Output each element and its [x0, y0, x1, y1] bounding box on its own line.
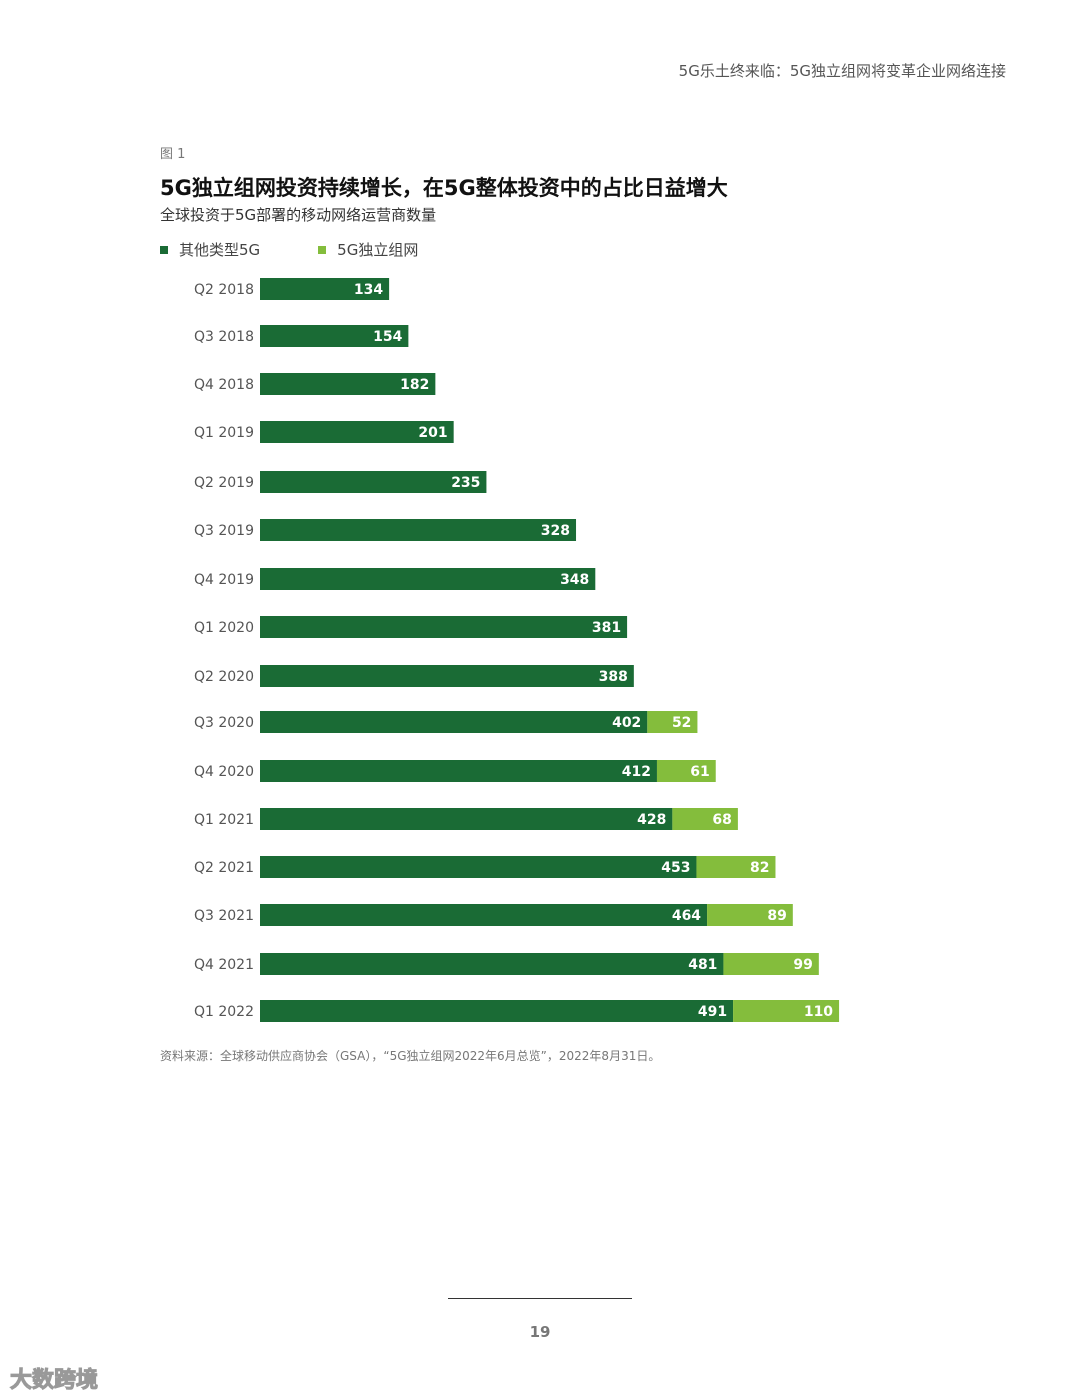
legend-label-other-5g: 其他类型5G: [179, 241, 261, 259]
y-tick-label: Q4 2018: [194, 377, 254, 393]
chart-subtitle: 全球投资于5G部署的移动网络运营商数量: [160, 206, 437, 224]
bar-sa: [696, 856, 776, 878]
bar-other-5g: [260, 519, 577, 541]
y-tick-label: Q3 2019: [194, 523, 254, 539]
bar-other-5g: [260, 760, 657, 782]
bar-chart: Q2 2018 134 Q3 2018 154 Q4 2018 182 Q1 2019 201…: [194, 278, 840, 1022]
y-tick-label: Q2 2021: [194, 860, 254, 876]
footer-divider: [448, 1298, 632, 1299]
bar-other-5g: [260, 808, 673, 830]
data-label-other-5g: 388: [599, 669, 628, 685]
data-label-sa: 61: [690, 764, 709, 780]
y-tick-label: Q1 2019: [194, 425, 254, 441]
y-tick-label: Q2 2018: [194, 282, 254, 298]
data-label-other-5g: 412: [622, 764, 651, 780]
legend-label-sa: 5G独立组网: [337, 241, 419, 259]
figure-label: 图 1: [160, 147, 186, 162]
data-label-other-5g: 328: [541, 523, 570, 539]
data-label-other-5g: 201: [418, 425, 447, 441]
data-label-sa: 99: [793, 957, 812, 973]
data-label-sa: 82: [750, 860, 769, 876]
bar-sa: [723, 953, 819, 975]
y-tick-label: Q4 2020: [194, 764, 254, 780]
data-label-other-5g: 464: [672, 908, 701, 924]
bar-other-5g: [260, 373, 436, 395]
bar-other-5g: [260, 1000, 734, 1022]
bar-other-5g: [260, 616, 628, 638]
bar-other-5g: [260, 471, 487, 493]
y-tick-label: Q1 2020: [194, 620, 254, 636]
bar-other-5g: [260, 711, 648, 733]
bar-sa: [672, 808, 738, 830]
data-label-other-5g: 491: [698, 1004, 727, 1020]
y-tick-label: Q4 2021: [194, 957, 254, 973]
bar-other-5g: [260, 568, 596, 590]
header-title: 5G乐土终来临：5G独立组网将变革企业网络连接: [678, 62, 1006, 80]
data-label-sa: 52: [672, 715, 691, 731]
data-label-sa: 110: [804, 1004, 833, 1020]
y-tick-label: Q2 2020: [194, 669, 254, 685]
legend-item-other-5g: 其他类型5G: [160, 239, 260, 260]
bar-sa: [707, 904, 793, 926]
y-tick-label: Q3 2018: [194, 329, 254, 345]
data-label-other-5g: 381: [592, 620, 621, 636]
bar-other-5g: [260, 953, 724, 975]
data-label-other-5g: 348: [560, 572, 589, 588]
data-label-sa: 89: [767, 908, 786, 924]
y-tick-label: Q1 2021: [194, 812, 254, 828]
bar-other-5g: [260, 904, 708, 926]
data-label-other-5g: 134: [354, 282, 383, 298]
bar-other-5g: [260, 278, 390, 300]
y-tick-label: Q4 2019: [194, 572, 254, 588]
y-tick-label: Q3 2020: [194, 715, 254, 731]
bar-other-5g: [260, 325, 409, 347]
data-label-other-5g: 453: [661, 860, 690, 876]
watermark: 大数跨境: [9, 1368, 99, 1394]
data-label-other-5g: 428: [637, 812, 666, 828]
bar-other-5g: [260, 665, 634, 687]
bar-sa: [733, 1000, 840, 1022]
legend-item-sa: 5G独立组网: [318, 239, 418, 260]
chart-legend: 其他类型5G 5G独立组网: [160, 239, 418, 260]
source-note: 资料来源：全球移动供应商协会（GSA），“5G独立组网2022年6月总览”，20…: [160, 1049, 661, 1063]
bar-sa: [647, 711, 698, 733]
data-label-other-5g: 481: [688, 957, 717, 973]
data-label-other-5g: 235: [451, 475, 480, 491]
y-tick-label: Q1 2022: [194, 1004, 254, 1020]
y-tick-label: Q3 2021: [194, 908, 254, 924]
data-label-sa: 68: [712, 812, 731, 828]
legend-swatch-dark: [160, 245, 168, 254]
bar-other-5g: [260, 421, 454, 443]
chart-title: 5G独立组网投资持续增长，在5G整体投资中的占比日益增大: [160, 176, 728, 200]
data-label-other-5g: 402: [612, 715, 641, 731]
bar-sa: [656, 760, 716, 782]
data-label-other-5g: 154: [373, 329, 402, 345]
page-number: 19: [529, 1323, 551, 1341]
legend-swatch-light: [318, 245, 327, 254]
y-tick-label: Q2 2019: [194, 475, 254, 491]
data-label-other-5g: 182: [400, 377, 429, 393]
bar-other-5g: [260, 856, 697, 878]
